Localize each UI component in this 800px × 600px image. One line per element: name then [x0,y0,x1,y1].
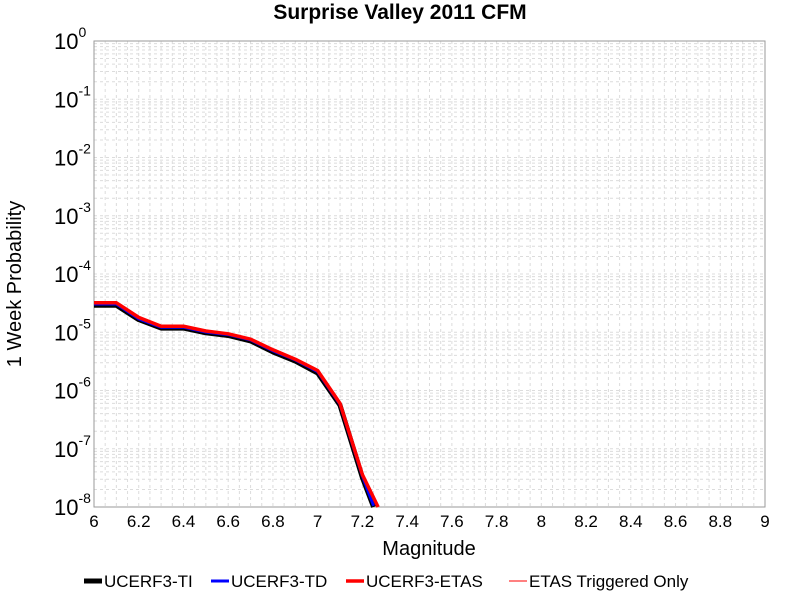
series-layer [94,301,380,508]
y-tick-label: 100 [54,24,86,54]
y-tick-label: 10-6 [54,374,91,404]
x-tick-label: 9 [760,512,769,531]
y-tick-label: 10-7 [54,432,91,462]
y-tick-label: 10-4 [54,257,91,287]
legend-label-4: ETAS Triggered Only [529,572,689,591]
y-axis-ticks: 100 10-1 10-2 10-3 10-4 10-5 10-6 10-7 10-8 [54,24,91,520]
y-tick-label: 10-5 [54,315,91,345]
x-tick-label: 8.4 [619,512,643,531]
x-tick-label: 7 [313,512,322,531]
x-tick-label: 8.2 [574,512,598,531]
x-tick-label: 7.8 [485,512,509,531]
x-tick-label: 8.6 [664,512,688,531]
y-tick-label: 10-3 [54,199,91,229]
y-axis-label: 1 Week Probability [4,201,26,367]
x-tick-label: 6.2 [127,512,151,531]
x-tick-label: 8 [537,512,546,531]
x-axis-label: Magnitude [382,538,475,560]
legend-label-3: UCERF3-ETAS [366,572,483,591]
x-tick-label: 7.6 [440,512,464,531]
y-tick-label: 10-2 [54,141,91,171]
y-tick-label: 10-8 [54,490,91,520]
chart-title: Surprise Valley 2011 CFM [273,1,526,24]
legend-label-2: UCERF3-TD [231,572,327,591]
x-tick-label: 8.8 [708,512,732,531]
series-line-3 [94,301,380,508]
grid [94,41,765,507]
x-tick-label: 7.4 [395,512,419,531]
y-tick-label: 10-1 [54,82,91,112]
x-tick-label: 6.4 [172,512,196,531]
x-tick-label: 6.8 [261,512,285,531]
legend: UCERF3-TI UCERF3-TD UCERF3-ETAS ETAS Trigge… [84,572,689,591]
x-tick-label: 7.2 [351,512,375,531]
legend-label-1: UCERF3-TI [104,572,193,591]
x-axis-ticks: 6 6.2 6.4 6.6 6.8 7 7.2 7.4 7.6 7.8 8 8.2 8.4 8.6 8.8 9 [89,512,769,531]
plot-area [93,40,766,508]
x-tick-label: 6.6 [216,512,240,531]
x-tick-label: 6 [89,512,98,531]
